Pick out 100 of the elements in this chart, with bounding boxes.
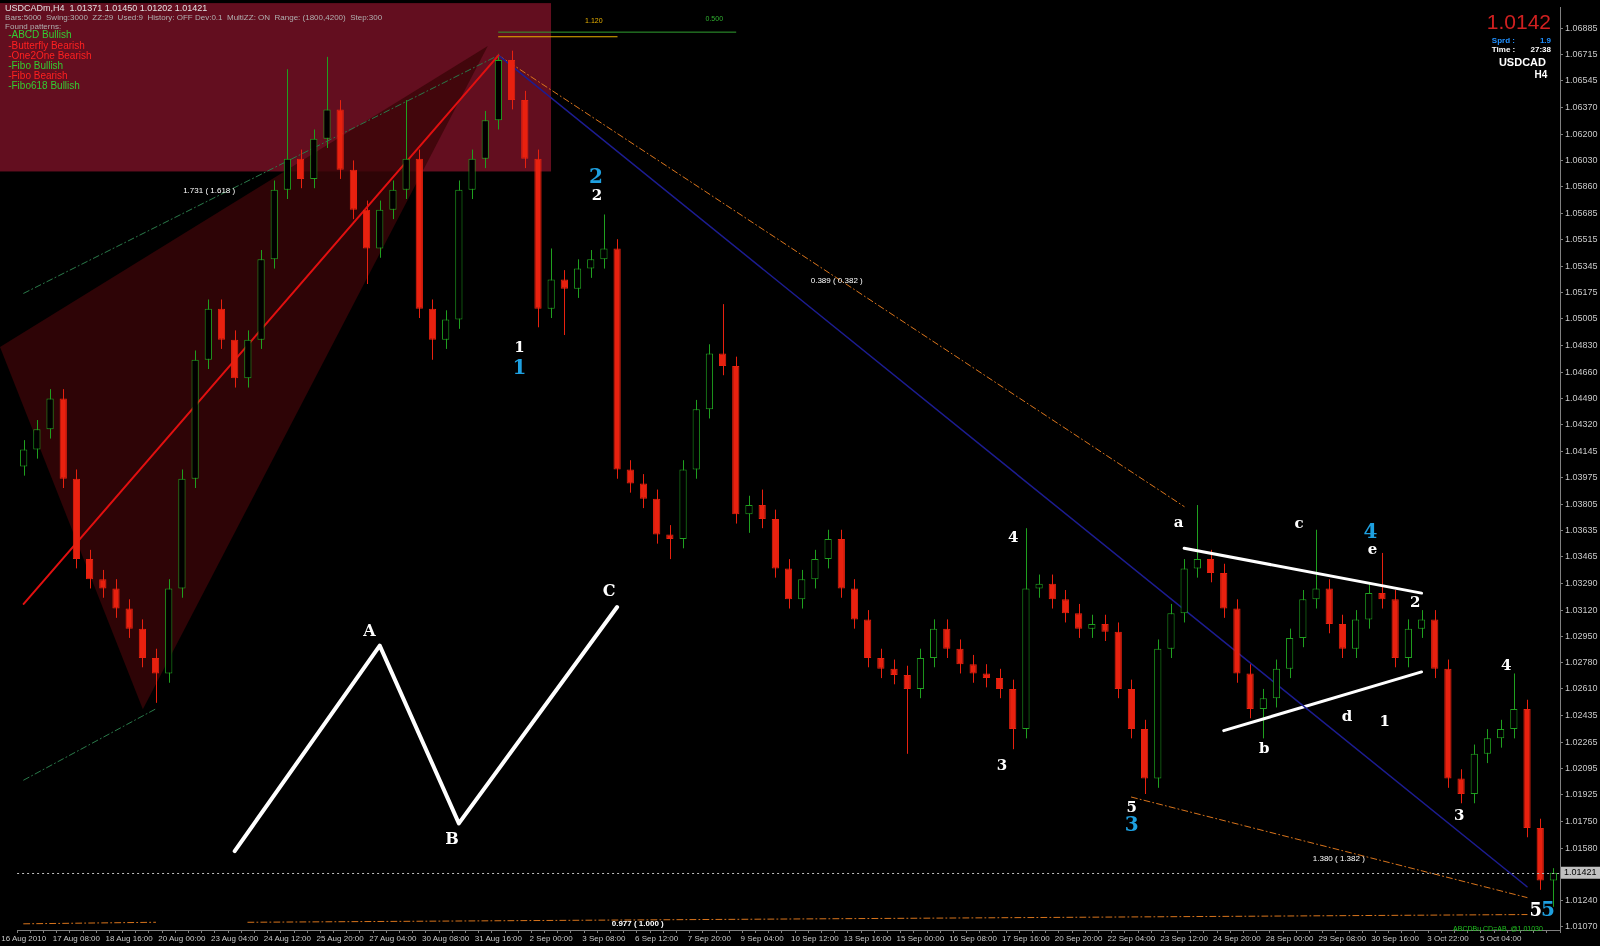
candlestick <box>1048 574 1056 610</box>
annotation: 2 <box>1410 592 1421 611</box>
y-tick-label: 1.06030 <box>1565 154 1598 165</box>
annotation: 3 <box>996 756 1008 775</box>
y-tick-label: 1.06200 <box>1565 128 1598 139</box>
annotation: 3 <box>1453 806 1465 825</box>
candlestick <box>1061 589 1070 623</box>
y-tick-label: 1.02950 <box>1565 630 1598 641</box>
candlestick <box>1338 614 1347 659</box>
y-tick-label: 1.04830 <box>1565 340 1598 351</box>
annotation: -ABCD Bullish <box>8 29 72 41</box>
candlestick <box>573 258 582 299</box>
y-tick-label: 1.05860 <box>1565 181 1598 192</box>
candlestick <box>1378 552 1386 610</box>
candlestick <box>1417 609 1426 639</box>
y-tick-label: 1.01240 <box>1565 895 1598 906</box>
annotation: a <box>1173 513 1184 532</box>
candlestick <box>666 524 674 560</box>
candlestick <box>1483 728 1492 764</box>
candlestick <box>969 654 977 684</box>
x-tick-label: 3 Oct 22:00 <box>1427 934 1470 943</box>
annotation: 1 <box>514 337 525 356</box>
x-tick-label: 23 Aug 04:00 <box>211 934 259 943</box>
annotation: USDCADm,H4 1.01371 1.01450 1.01202 1.01421 <box>5 2 208 13</box>
annotation: 27:38 <box>1530 45 1552 55</box>
y-tick-label: 1.06370 <box>1565 102 1598 113</box>
candlestick <box>639 473 648 509</box>
x-tick-label: 5 Oct 04:00 <box>1479 934 1522 943</box>
y-tick-label: 1.04490 <box>1565 392 1598 403</box>
x-tick-label: 18 Aug 16:00 <box>105 934 154 943</box>
candlestick <box>877 648 885 679</box>
x-tick-label: 30 Aug 08:00 <box>422 934 470 943</box>
x-tick-label: 16 Aug 2010 <box>1 934 47 943</box>
candlestick <box>20 439 28 477</box>
candlestick <box>890 659 898 685</box>
candlestick <box>758 489 766 529</box>
y-tick-label: 1.05515 <box>1565 234 1598 245</box>
annotation: 4 <box>1500 656 1512 675</box>
x-tick-label: 22 Sep 04:00 <box>1107 934 1156 943</box>
candlestick <box>824 529 832 569</box>
annotation: c <box>1294 514 1304 533</box>
candlestick <box>1510 672 1518 739</box>
annotation: 1.380 ( 1.382 ) <box>1312 854 1366 864</box>
candlestick <box>99 569 107 599</box>
y-tick-label: 1.03635 <box>1565 525 1598 535</box>
annotation: -One2One Bearish <box>8 49 92 61</box>
annotation: Time : <box>1491 45 1516 55</box>
annotation: 1 <box>512 354 527 379</box>
candlestick <box>112 578 120 619</box>
candlestick <box>995 668 1004 699</box>
x-tick-label: 24 Sep 20:00 <box>1213 934 1262 943</box>
y-tick-label: 1.03805 <box>1565 498 1598 509</box>
candlestick <box>560 269 568 336</box>
candlestick <box>956 638 964 674</box>
y-tick-label: 1.01070 <box>1565 921 1598 932</box>
candlestick <box>1206 549 1215 583</box>
candlestick <box>125 598 133 639</box>
y-tick-label: 1.03465 <box>1565 551 1598 562</box>
candlestick <box>86 549 94 589</box>
y-tick-label: 1.01580 <box>1565 842 1598 853</box>
y-tick-label: 1.01925 <box>1565 789 1598 800</box>
candlestick <box>798 569 806 610</box>
annotation: -Butterfly Bearish <box>8 39 85 51</box>
x-tick-label: 10 Sep 12:00 <box>791 934 840 943</box>
annotation: 1.731 ( 1.618 ) <box>183 186 236 196</box>
annotation: 1 <box>1379 712 1390 731</box>
y-tick-label: 1.02780 <box>1565 657 1598 668</box>
annotation: 2 <box>591 185 603 204</box>
candlestick <box>626 459 634 494</box>
candlestick <box>1457 768 1465 804</box>
x-tick-label: 7 Sep 20:00 <box>687 934 732 943</box>
candlestick <box>1259 688 1267 739</box>
annotation: Sprd : <box>1491 36 1515 46</box>
candlestick <box>811 549 819 589</box>
candlestick <box>943 618 951 659</box>
x-tick-label: 16 Sep 08:00 <box>949 934 998 943</box>
candlestick <box>903 665 911 755</box>
candlestick <box>1193 504 1201 579</box>
annotation: -Fibo Bullish <box>8 60 64 72</box>
candlestick <box>982 663 990 688</box>
annotation: 1.9 <box>1539 36 1552 46</box>
annotation: -Fibo Bearish <box>8 70 68 82</box>
x-tick-label: 31 Aug 16:00 <box>474 934 523 943</box>
y-tick-label: 1.02095 <box>1565 762 1598 773</box>
x-tick-label: 17 Aug 08:00 <box>52 934 101 943</box>
y-tick-label: 1.05175 <box>1565 287 1598 298</box>
x-tick-label: 20 Aug 00:00 <box>158 934 207 943</box>
x-tick-label: 2 Sep 00:00 <box>529 934 574 943</box>
annotation: -Fibo618 Bullish <box>8 80 80 92</box>
candlestick <box>745 495 753 534</box>
candlestick <box>389 179 397 220</box>
annotation: B <box>445 828 459 848</box>
annotation: C <box>602 580 616 600</box>
candlestick <box>718 303 727 376</box>
x-tick-label: 17 Sep 16:00 <box>1002 934 1051 943</box>
x-tick-label: 6 Sep 12:00 <box>635 934 679 943</box>
x-tick-label: 25 Aug 20:00 <box>316 934 365 943</box>
x-tick-label: 24 Aug 12:00 <box>263 934 312 943</box>
x-tick-label: 28 Sep 00:00 <box>1265 934 1315 943</box>
x-tick-label: 3 Sep 08:00 <box>582 934 627 943</box>
